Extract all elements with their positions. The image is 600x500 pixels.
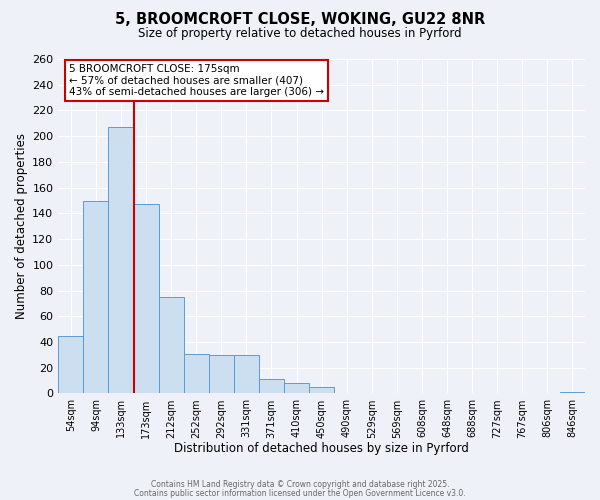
Text: 5, BROOMCROFT CLOSE, WOKING, GU22 8NR: 5, BROOMCROFT CLOSE, WOKING, GU22 8NR bbox=[115, 12, 485, 28]
Bar bbox=[158, 297, 184, 394]
Text: 5 BROOMCROFT CLOSE: 175sqm
← 57% of detached houses are smaller (407)
43% of sem: 5 BROOMCROFT CLOSE: 175sqm ← 57% of deta… bbox=[69, 64, 324, 97]
Bar bbox=[259, 380, 284, 394]
Text: Size of property relative to detached houses in Pyrford: Size of property relative to detached ho… bbox=[138, 28, 462, 40]
Bar bbox=[284, 383, 309, 394]
Bar bbox=[184, 354, 209, 394]
Bar bbox=[134, 204, 158, 394]
Bar bbox=[209, 355, 234, 394]
X-axis label: Distribution of detached houses by size in Pyrford: Distribution of detached houses by size … bbox=[174, 442, 469, 455]
Bar bbox=[560, 392, 585, 394]
Bar bbox=[58, 336, 83, 394]
Text: Contains public sector information licensed under the Open Government Licence v3: Contains public sector information licen… bbox=[134, 489, 466, 498]
Bar bbox=[309, 387, 334, 394]
Text: Contains HM Land Registry data © Crown copyright and database right 2025.: Contains HM Land Registry data © Crown c… bbox=[151, 480, 449, 489]
Bar bbox=[109, 127, 134, 394]
Y-axis label: Number of detached properties: Number of detached properties bbox=[15, 133, 28, 319]
Bar bbox=[234, 355, 259, 394]
Bar bbox=[83, 200, 109, 394]
